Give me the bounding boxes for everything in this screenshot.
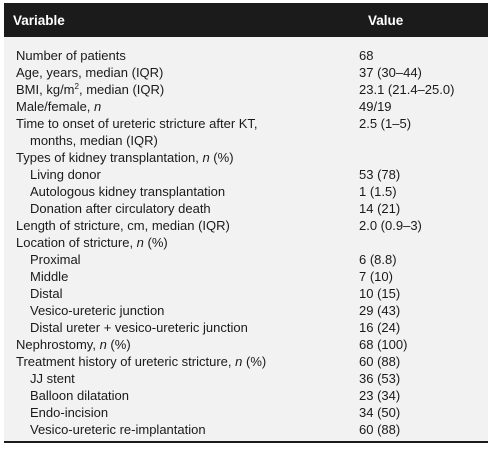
header-variable: Variable	[13, 12, 65, 28]
table-row: Endo-incision 34 (50)	[4, 404, 488, 421]
row-value: 16 (24)	[359, 320, 401, 335]
row-label-text: Age, years, median (IQR)	[16, 65, 164, 80]
row-label: Living donor	[30, 167, 101, 182]
row-label: Balloon dilatation	[30, 388, 130, 403]
row-label-suffix: (%)	[209, 150, 234, 165]
row-value: 60 (88)	[359, 354, 401, 369]
table-row: JJ stent 36 (53)	[4, 370, 488, 387]
row-label: Treatment history of ureteric stricture,…	[4, 353, 359, 370]
italic-n: n	[99, 337, 107, 352]
row-label-text: Treatment history of ureteric stricture,	[16, 354, 236, 369]
header-value: Value	[368, 12, 404, 28]
row-value: 23 (34)	[359, 388, 401, 403]
row-label: Length of stricture, cm, median (IQR)	[16, 218, 230, 233]
row-label-text: BMI, kg/m	[16, 82, 75, 97]
row-value: 2.0 (0.9–3)	[359, 218, 422, 233]
table-row: Treatment history of ureteric stricture,…	[4, 353, 488, 370]
row-value: 7 (10)	[359, 269, 393, 284]
table-row: Nephrostomy, n (%) 68 (100)	[4, 336, 488, 353]
table-row: Autologous kidney transplantation 1 (1.5…	[4, 183, 488, 200]
row-label-suffix: (%)	[106, 337, 131, 352]
row-label: Distal	[30, 286, 63, 301]
row-value: 23.1 (21.4–25.0)	[359, 82, 455, 97]
row-value	[359, 234, 488, 251]
row-label: Types of kidney transplantation, n (%)	[4, 149, 359, 166]
row-value	[359, 149, 488, 166]
row-label: Autologous kidney transplantation	[30, 184, 226, 199]
table-row: Location of stricture, n (%)	[4, 234, 488, 251]
row-label: Middle	[30, 269, 69, 284]
row-label: Proximal	[30, 252, 81, 267]
table-row: Types of kidney transplantation, n (%)	[4, 149, 488, 166]
table-row: Vesico-ureteric re-implantation 60 (88)	[4, 421, 488, 438]
table-row: Age, years, median (IQR) 37 (30–44)	[4, 64, 488, 81]
row-label: Nephrostomy, n (%)	[4, 336, 359, 353]
table-row: Male/female, n 49/19	[4, 98, 488, 115]
row-label: Location of stricture, n (%)	[4, 234, 359, 251]
row-value: 2.5 (1–5)	[359, 116, 412, 131]
row-value: 6 (8.8)	[359, 252, 397, 267]
row-label: Vesico-ureteric junction	[30, 303, 165, 318]
table-row: Middle 7 (10)	[4, 268, 488, 285]
table-row: Distal 10 (15)	[4, 285, 488, 302]
row-label: Age, years, median (IQR)	[4, 64, 359, 81]
row-label-suffix: (%)	[242, 354, 267, 369]
row-value: 34 (50)	[359, 405, 401, 420]
row-label-suffix: , median (IQR)	[78, 82, 165, 97]
table-row: Distal ureter + vesico-ureteric junction…	[4, 319, 488, 336]
row-value: 10 (15)	[359, 286, 401, 301]
row-label: Donation after circulatory death	[30, 201, 211, 216]
row-label: Time to onset of ureteric stricture afte…	[4, 115, 359, 149]
row-label: Endo-incision	[30, 405, 109, 420]
row-label-suffix: (%)	[143, 235, 168, 250]
row-label-line2: months, median (IQR)	[30, 133, 158, 148]
data-table: Variable Value Number of patients 68 Age…	[4, 3, 488, 443]
row-value: 1 (1.5)	[359, 184, 397, 199]
row-value: 36 (53)	[359, 371, 401, 386]
row-label-text: Nephrostomy,	[16, 337, 100, 352]
row-value: 68 (100)	[359, 337, 408, 352]
italic-n: n	[136, 235, 144, 250]
table-row: Living donor 53 (78)	[4, 166, 488, 183]
row-label-text: Male/female,	[16, 99, 95, 114]
table-row: Donation after circulatory death 14 (21)	[4, 200, 488, 217]
row-label: Male/female, n	[4, 98, 359, 115]
table-row: Time to onset of ureteric stricture afte…	[4, 115, 488, 149]
italic-n: n	[235, 354, 243, 369]
row-label-text: Types of kidney transplantation,	[16, 150, 203, 165]
table-row: Proximal 6 (8.8)	[4, 251, 488, 268]
row-label: Number of patients	[16, 48, 126, 63]
row-label-line1: Time to onset of ureteric stricture afte…	[16, 116, 258, 131]
table-row: Vesico-ureteric junction 29 (43)	[4, 302, 488, 319]
row-label: Vesico-ureteric re-implantation	[30, 422, 206, 437]
italic-n: n	[202, 150, 210, 165]
table-row: Balloon dilatation 23 (34)	[4, 387, 488, 404]
row-value: 37 (30–44)	[359, 65, 422, 80]
row-label: Distal ureter + vesico-ureteric junction	[30, 320, 248, 335]
table-row: Length of stricture, cm, median (IQR) 2.…	[4, 217, 488, 234]
row-label-text: Location of stricture,	[16, 235, 137, 250]
table-row: Number of patients 68	[4, 47, 488, 64]
superscript: 2	[74, 82, 79, 91]
row-label: JJ stent	[30, 371, 75, 386]
table-row: BMI, kg/m2, median (IQR) 23.1 (21.4–25.0…	[4, 81, 488, 98]
row-value: 68	[359, 48, 374, 63]
row-value: 14 (21)	[359, 201, 401, 216]
row-value: 60 (88)	[359, 422, 401, 437]
row-value: 49/19	[359, 99, 392, 114]
table-header: Variable Value	[4, 3, 488, 37]
table-body: Number of patients 68 Age, years, median…	[4, 37, 488, 443]
row-value: 53 (78)	[359, 167, 401, 182]
row-value: 29 (43)	[359, 303, 401, 318]
italic-n: n	[94, 99, 102, 114]
row-label: BMI, kg/m2, median (IQR)	[4, 81, 359, 98]
